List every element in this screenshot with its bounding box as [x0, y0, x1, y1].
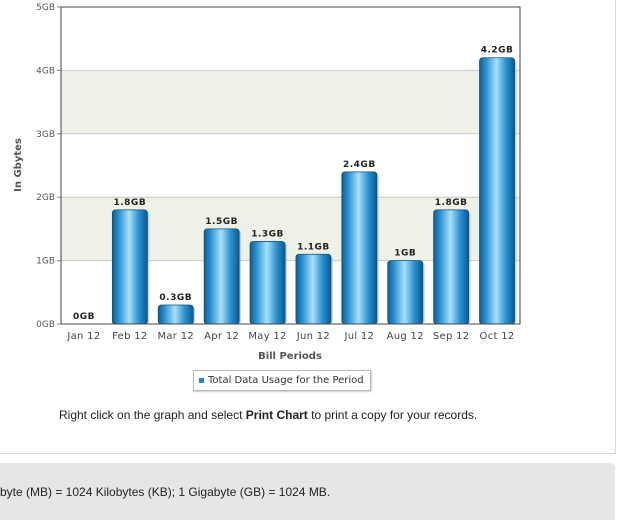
bar-value-label: 1GB: [394, 249, 416, 259]
bars-group: [111, 57, 517, 325]
bar-value-label: 1.8GB: [113, 198, 146, 208]
plot-border: [60, 6, 521, 325]
bar-value-label: 1.8GB: [435, 198, 468, 208]
print-instruction: Right click on the graph and select Prin…: [59, 408, 477, 422]
bar[interactable]: [295, 253, 332, 325]
x-axis: Jan 12 Feb 12 Mar 12 Apr 12 May 12 Jun 12 Jul …: [66, 331, 514, 342]
x-tick-label: Oct 12: [480, 331, 515, 342]
x-tick-label: Jul 12: [343, 331, 374, 342]
bar-value-label: 0GB: [73, 312, 95, 322]
x-axis-title: Bill Periods: [258, 351, 322, 362]
bar-value-label: 2.4GB: [343, 160, 376, 170]
bar-chart[interactable]: 0GB 1.8GB 0.3GB 1.5GB 1.3GB 1.1GB 2.4GB 1GB 1.8G…: [0, 0, 615, 365]
y-tick-label: 2GB: [36, 193, 55, 203]
bar[interactable]: [387, 260, 424, 325]
instruction-prefix: Right click on the graph and select: [59, 408, 246, 422]
bar-value-label: 1.1GB: [297, 242, 330, 252]
x-tick-label: Sep 12: [433, 331, 470, 342]
y-tick-label: 4GB: [36, 66, 55, 76]
bar[interactable]: [203, 228, 240, 325]
chart-legend: Total Data Usage for the Period: [193, 370, 371, 391]
y-axis-title: In Gbytes: [13, 138, 24, 192]
chart-panel: 0GB 1.8GB 0.3GB 1.5GB 1.3GB 1.1GB 2.4GB 1GB 1.8G…: [0, 0, 616, 454]
grid-band: [61, 70, 520, 134]
print-chart-label: Print Chart: [245, 408, 308, 422]
bar-value-label: 1.5GB: [205, 217, 238, 227]
instruction-suffix: to print a copy for your records.: [307, 408, 478, 422]
footnote-box: [0, 463, 615, 520]
bar[interactable]: [157, 304, 194, 325]
x-tick-label: Aug 12: [387, 331, 424, 342]
y-tick-label: 3GB: [36, 130, 55, 140]
y-axis: 0GB 1GB 2GB 3GB 4GB 5GB: [36, 3, 61, 330]
x-tick-label: Feb 12: [112, 331, 147, 342]
bar[interactable]: [111, 209, 148, 325]
bar-value-label: 0.3GB: [159, 293, 192, 303]
bar[interactable]: [433, 209, 470, 325]
x-tick-label: Jan 12: [66, 331, 100, 342]
x-tick-label: May 12: [248, 331, 286, 342]
x-tick-label: Mar 12: [157, 331, 194, 342]
y-tick-label: 0GB: [36, 320, 55, 330]
value-labels: 0GB 1.8GB 0.3GB 1.5GB 1.3GB 1.1GB 2.4GB 1GB 1.8G…: [73, 46, 513, 322]
y-tick-label: 1GB: [36, 257, 55, 267]
footnote-text: byte (MB) = 1024 Kilobytes (KB); 1 Gigab…: [0, 485, 331, 499]
legend-label: Total Data Usage for the Period: [208, 375, 364, 386]
y-tick-label: 5GB: [36, 3, 55, 13]
legend-swatch: [199, 378, 204, 383]
bar-value-label: 4.2GB: [481, 46, 514, 56]
x-tick-label: Jun 12: [296, 331, 330, 342]
bar[interactable]: [341, 171, 378, 325]
x-tick-label: Apr 12: [204, 331, 239, 342]
bar-value-label: 1.3GB: [251, 230, 284, 240]
bar[interactable]: [249, 241, 286, 325]
bar[interactable]: [479, 57, 515, 325]
